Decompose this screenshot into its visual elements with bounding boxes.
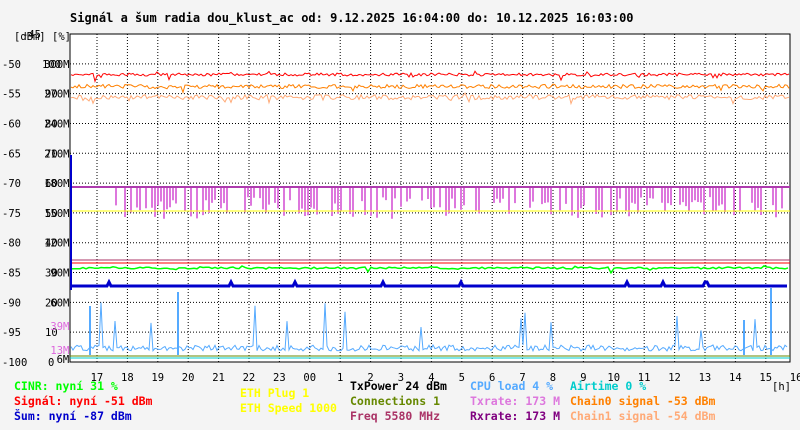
y-dbm-tick: -65 <box>2 148 21 160</box>
unit-dbm-label: [dBm] <box>14 31 46 43</box>
x-tick: 15 <box>759 372 772 384</box>
y-rate-tick: 210M <box>44 148 69 160</box>
legend-item: Connections 1 <box>350 394 440 408</box>
y-pct-tick: 10 <box>45 327 58 339</box>
y-dbm-tick: -85 <box>2 268 21 280</box>
y-pct-tick: 80 <box>45 118 58 130</box>
cinr-line <box>70 265 789 275</box>
x-tick: 6 <box>489 372 495 384</box>
y-dbm-tick: -100 <box>2 357 27 369</box>
y-pct-tick: 100 <box>42 59 61 71</box>
x-tick: 9 <box>580 372 586 384</box>
y-pct-tick: 90 <box>45 89 58 101</box>
y-rate-tick: 270M <box>44 89 69 101</box>
x-tick: 10 <box>607 372 620 384</box>
y-rate-tick: 300M <box>44 59 69 71</box>
y-rate-tick: 240M <box>44 118 69 130</box>
legend-item: Freq 5580 MHz <box>350 409 440 423</box>
x-tick: 14 <box>729 372 742 384</box>
x-tick: 17 <box>91 372 104 384</box>
signal-line <box>70 70 790 84</box>
x-tick: 5 <box>459 372 465 384</box>
legend-item: TxPower 24 dBm <box>350 379 447 393</box>
cpu-line <box>70 302 788 353</box>
y-rate-tick: 120M <box>44 238 69 250</box>
legend-item: ETH Plug 1 <box>240 386 309 400</box>
x-tick: 11 <box>638 372 651 384</box>
y-dbm-tick: -60 <box>2 118 21 130</box>
legend-item: Chain0 signal -53 dBm <box>570 394 715 408</box>
x-tick: 22 <box>243 372 256 384</box>
y-dbm-tick: -55 <box>2 89 21 101</box>
legend: CINR: nyní 31 %Signál: nyní -51 dBmŠum: … <box>14 379 715 423</box>
x-tick: 00 <box>303 372 316 384</box>
y-rate-tick: 13M <box>50 345 69 357</box>
y-pct-tick: 50 <box>45 208 58 220</box>
x-tick: 23 <box>273 372 286 384</box>
chart-title: Signál a šum radia dou_klust_ac od: 9.12… <box>70 11 634 26</box>
y-pct-tick: 30 <box>45 268 58 280</box>
chain0-line <box>70 83 790 94</box>
y-rate-tick: 150M <box>44 208 69 220</box>
x-tick: 21 <box>212 372 225 384</box>
y-rate-tick: 90M <box>50 268 69 280</box>
x-tick: 18 <box>121 372 134 384</box>
chain1-line <box>70 92 790 106</box>
legend-item: ETH Speed 1000 <box>240 401 337 415</box>
unit-pct-label: [%] <box>52 31 71 43</box>
y-dbm-tick: -50 <box>2 59 21 71</box>
y-dbm-tick: -45 <box>22 29 41 41</box>
y-rate-tick: 60M <box>50 297 69 309</box>
series-lines <box>70 70 790 359</box>
y-tick-labels: -45-50-55-60-65-70-75-80-85-90-95-100100… <box>2 29 69 369</box>
y-rate-tick: 39M <box>50 321 69 333</box>
y-pct-tick: 20 <box>45 297 58 309</box>
y-rate-tick: 6M <box>57 354 70 366</box>
x-tick: 2 <box>367 372 373 384</box>
x-tick: 19 <box>151 372 164 384</box>
x-tick: 7 <box>519 372 525 384</box>
legend-item: Signál: nyní -51 dBm <box>14 394 153 408</box>
x-tick: 8 <box>550 372 556 384</box>
legend-item: Txrate: 173 M <box>470 394 560 408</box>
legend-item: CPU load 4 % <box>470 379 553 393</box>
legend-item: Rxrate: 173 M <box>470 409 560 423</box>
noise-line <box>71 278 787 288</box>
legend-item: Šum: nyní -87 dBm <box>14 408 132 423</box>
y-pct-tick: 40 <box>45 238 58 250</box>
x-tick: 13 <box>699 372 712 384</box>
y-rate-tick: 180M <box>44 178 69 190</box>
legend-item: CINR: nyní 31 % <box>14 379 118 393</box>
y-dbm-tick: -75 <box>2 208 21 220</box>
y-pct-tick: 70 <box>45 148 58 160</box>
y-dbm-tick: -90 <box>2 297 21 309</box>
x-tick: 16 <box>790 372 800 384</box>
y-dbm-tick: -70 <box>2 178 21 190</box>
legend-item: Airtime 0 % <box>570 379 646 393</box>
x-tick: 20 <box>182 372 195 384</box>
x-tick: 12 <box>668 372 681 384</box>
y-pct-tick: 60 <box>45 178 58 190</box>
x-tick-labels: 17 18 19 20 21 22 23 00 1 2 3 4 5 6 7 8 9 10 11 12 13 14 15 16 <box>91 372 800 384</box>
x-tick: 3 <box>398 372 404 384</box>
y-dbm-tick: -80 <box>2 238 21 250</box>
x-tick: 4 <box>428 372 434 384</box>
x-tick: 1 <box>337 372 343 384</box>
y-pct-tick: 0 <box>48 357 54 369</box>
y-dbm-tick: -95 <box>2 327 21 339</box>
unit-x-label: [h] <box>772 381 791 393</box>
legend-item: Chain1 signal -54 dBm <box>570 409 715 423</box>
